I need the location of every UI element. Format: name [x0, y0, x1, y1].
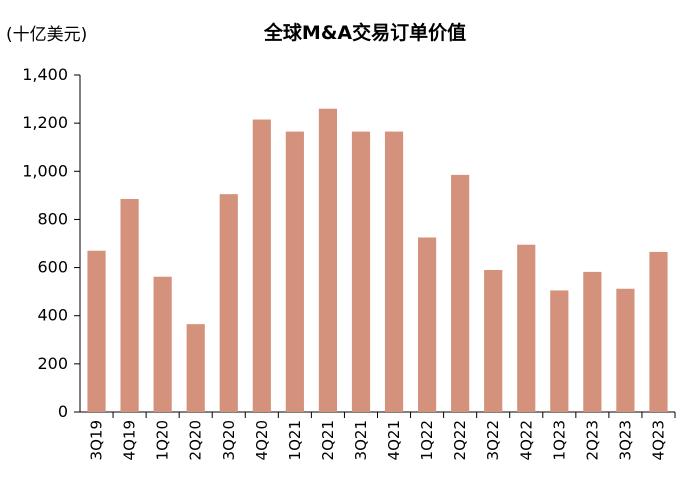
unit-label: (十亿美元) [6, 25, 88, 45]
y-tick-label: 1,200 [22, 113, 68, 132]
bar [153, 276, 172, 412]
x-tick-label: 1Q23 [550, 420, 568, 460]
bar [351, 131, 371, 412]
x-tick-label: 2Q22 [451, 420, 469, 460]
bar [87, 250, 106, 412]
bar [417, 237, 437, 412]
x-tick-label: 4Q22 [517, 420, 535, 460]
x-tick-label: 4Q20 [253, 420, 271, 460]
x-tick-label: 2Q20 [187, 420, 205, 460]
x-tick-label: 1Q21 [286, 420, 304, 460]
bar [186, 324, 205, 412]
y-tick-label: 600 [37, 258, 68, 277]
bar [550, 290, 569, 412]
bar [451, 174, 470, 412]
bar [384, 131, 404, 412]
x-tick-label: 4Q23 [649, 420, 667, 460]
y-tick-label: 1,400 [22, 65, 68, 84]
chart-title: 全球M&A交易订单价值 [263, 22, 467, 44]
bar [517, 244, 536, 412]
y-tick-label: 0 [58, 402, 68, 421]
x-tick-label: 1Q22 [418, 420, 436, 460]
y-tick-label: 1,000 [22, 161, 68, 180]
bar [120, 198, 139, 412]
y-tick-label: 800 [37, 209, 68, 228]
x-tick-label: 3Q20 [220, 420, 238, 460]
x-tick-label: 4Q21 [385, 420, 403, 460]
x-tick-label: 4Q19 [121, 420, 139, 460]
bar [285, 131, 304, 412]
bar [649, 251, 668, 412]
bar [583, 271, 602, 412]
y-tick-label: 200 [37, 354, 68, 373]
x-tick-label: 2Q21 [319, 420, 337, 460]
y-tick-label: 400 [37, 306, 68, 325]
bar [318, 108, 338, 412]
x-tick-label: 1Q20 [154, 420, 172, 460]
x-tick-label: 3Q22 [484, 420, 502, 460]
x-tick-label: 3Q23 [616, 420, 634, 460]
x-tick-label: 3Q21 [352, 420, 370, 460]
bar [616, 288, 635, 412]
bar [252, 119, 271, 413]
bar [219, 194, 238, 412]
x-tick-label: 3Q19 [88, 420, 106, 460]
bar [484, 269, 503, 412]
x-tick-label: 2Q23 [583, 420, 601, 460]
